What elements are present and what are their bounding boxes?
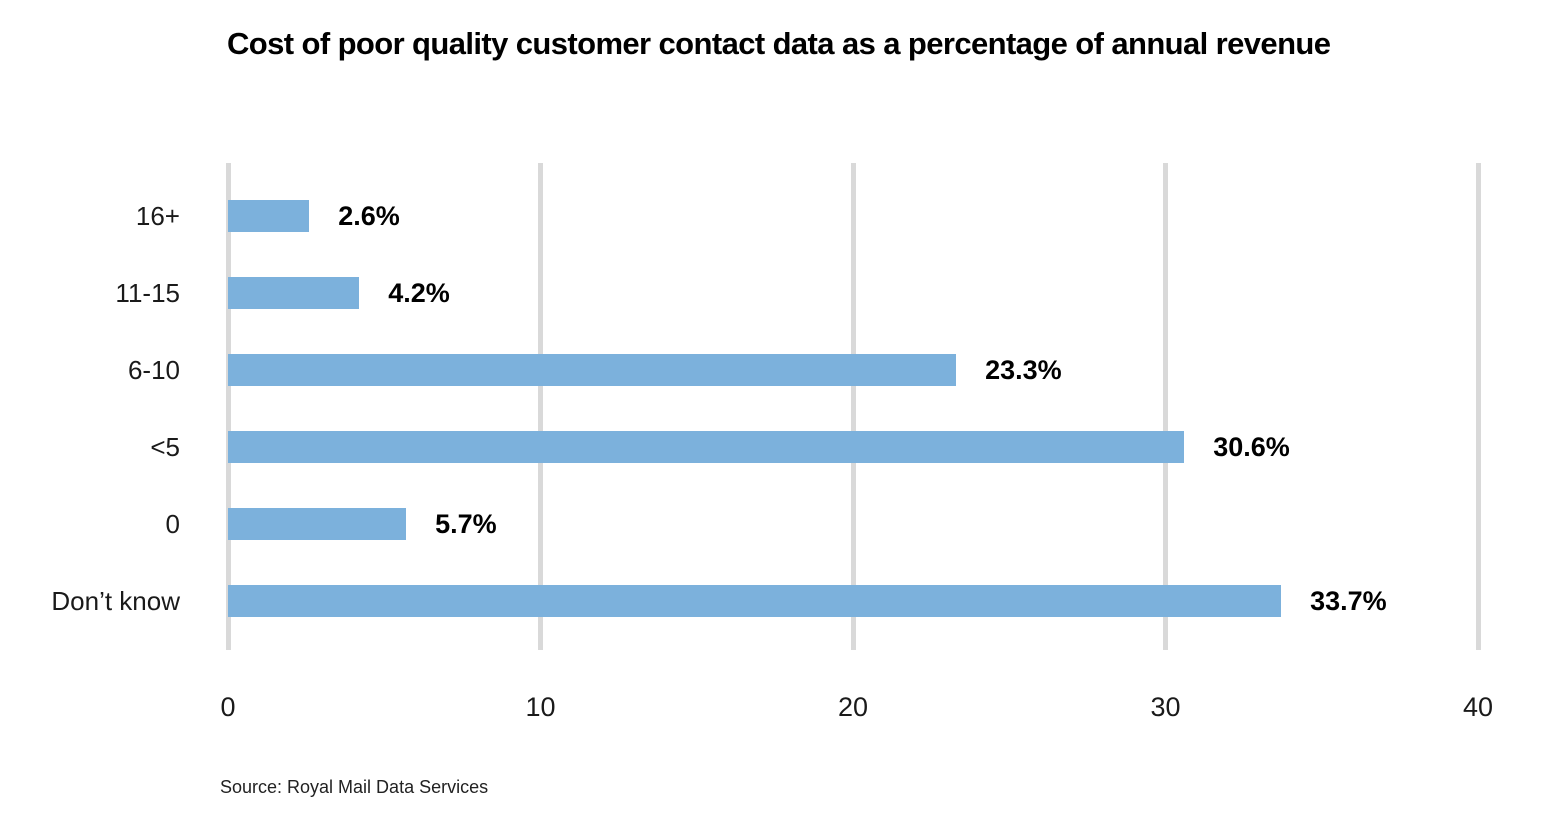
category-label-5: Don’t know (51, 586, 180, 616)
bar-2 (228, 354, 957, 386)
category-label-3: <5 (150, 432, 180, 462)
bar-1 (228, 277, 360, 309)
bar-4 (228, 508, 407, 540)
gridline (225, 163, 231, 650)
value-label-1: 4.2% (388, 278, 450, 308)
plot-area: 2.6% 4.2% 23.3% 30.6% 5.7% 33.7% (225, 163, 1481, 650)
x-tick-label-2: 20 (837, 692, 869, 722)
gridline (1163, 163, 1168, 650)
value-label-3: 30.6% (1213, 432, 1290, 462)
gridline (850, 163, 856, 650)
category-label-1: 11-15 (115, 278, 180, 308)
x-tick-label-1: 10 (525, 692, 556, 722)
x-axis: 0 10 20 30 40 (220, 692, 1493, 728)
source-note: Source: Royal Mail Data Services (220, 777, 489, 797)
value-label-2: 23.3% (985, 355, 1062, 385)
value-label-5: 33.7% (1310, 586, 1387, 616)
gridline (1475, 163, 1481, 650)
value-label-0: 2.6% (338, 201, 400, 231)
x-tick-label-4: 40 (1462, 692, 1494, 722)
gridline (538, 163, 543, 650)
bar-0 (228, 200, 310, 232)
x-tick-label-3: 30 (1150, 692, 1181, 722)
category-label-4: 0 (165, 509, 180, 539)
category-label-2: 6-10 (127, 355, 180, 385)
value-label-4: 5.7% (435, 509, 497, 539)
x-tick-label-0: 0 (220, 692, 236, 722)
chart-title: Cost of poor quality customer contact da… (227, 26, 1331, 61)
category-label-0: 16+ (135, 201, 180, 231)
bar-3 (228, 431, 1185, 463)
bar-5 (228, 585, 1282, 617)
